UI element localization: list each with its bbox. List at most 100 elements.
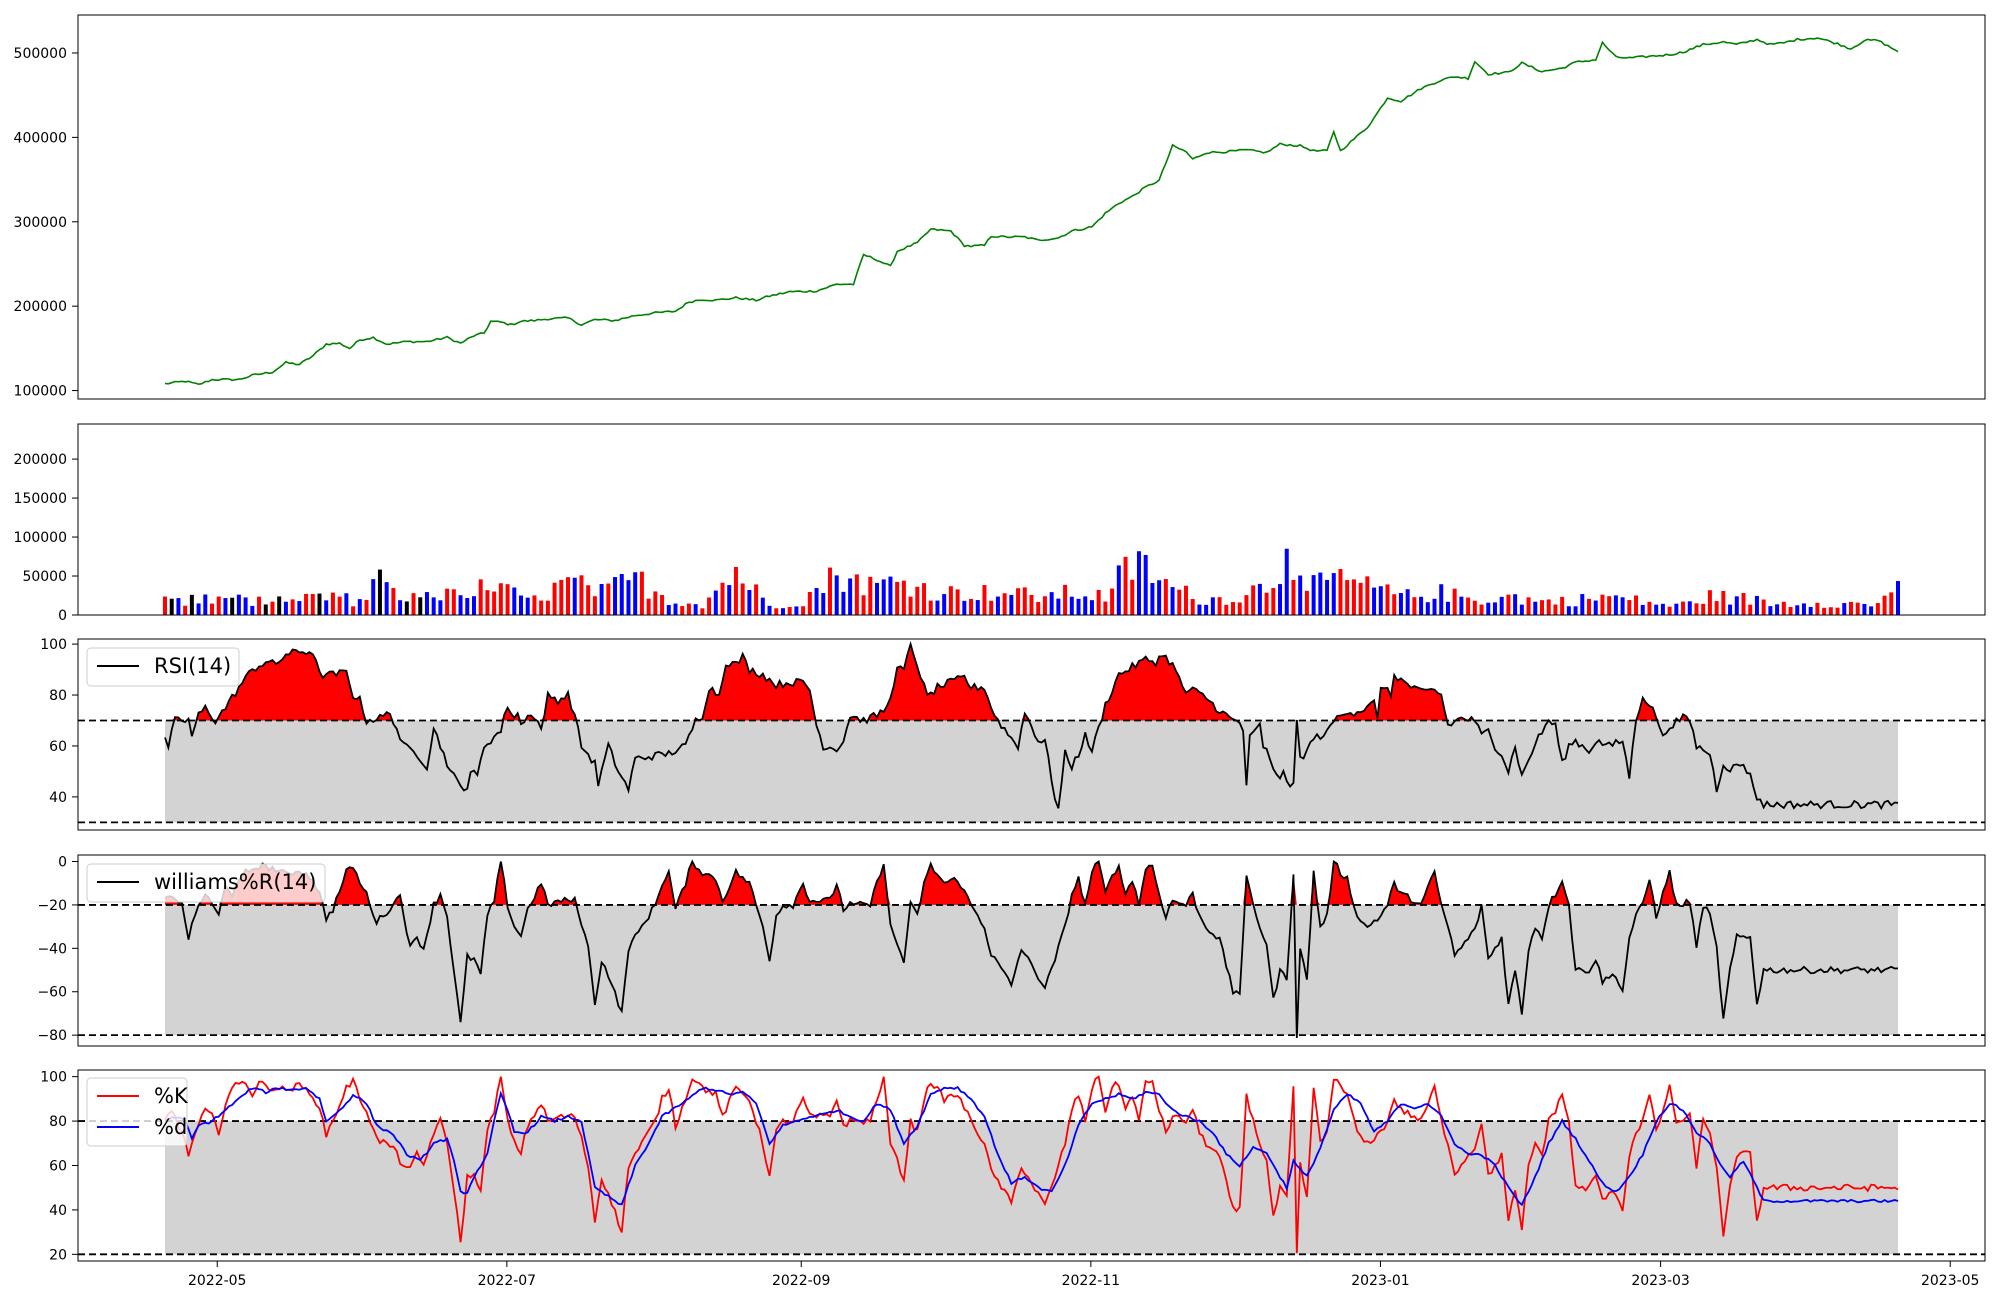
williams-ytick-label: −80: [37, 1028, 67, 1044]
volume-bar: [176, 598, 181, 615]
volume-bar: [330, 592, 335, 615]
volume-bar: [1553, 604, 1558, 615]
volume-bar: [297, 601, 302, 615]
volume-bar: [1177, 589, 1182, 615]
volume-bar: [1029, 594, 1034, 615]
volume-bar: [1741, 593, 1746, 615]
volume-bar: [1183, 585, 1188, 615]
volume-bar: [1190, 598, 1195, 615]
volume-bar: [948, 586, 953, 615]
volume-bar: [1143, 554, 1148, 615]
volume-bar: [203, 594, 208, 615]
volume-bar: [1056, 598, 1061, 615]
volume-bar: [1425, 602, 1430, 615]
volume-bar: [619, 574, 624, 615]
volume-bar: [1795, 605, 1800, 615]
volume-bar: [1392, 594, 1397, 615]
volume-bar: [1875, 603, 1880, 615]
volume-bar: [196, 603, 201, 615]
volume-bar: [760, 597, 765, 615]
volume-bar: [1083, 596, 1088, 615]
volume-bar: [639, 571, 644, 615]
volume-bar: [1707, 590, 1712, 615]
volume-bar: [566, 577, 571, 615]
x-tick-label: 2022-09: [772, 1273, 831, 1289]
volume-bar: [1163, 579, 1168, 615]
volume-bar: [216, 596, 221, 615]
volume-bar: [1459, 596, 1464, 615]
volume-bar: [1197, 604, 1202, 615]
volume-bar: [1170, 587, 1175, 615]
stochastic-ytick-label: 100: [40, 1070, 67, 1086]
equity-axes-frame: [77, 14, 1986, 400]
williams-legend: williams%R(14): [86, 863, 326, 903]
volume-bar: [532, 595, 537, 615]
volume-bar: [304, 593, 309, 615]
volume-bar: [1123, 556, 1128, 615]
volume-bar: [324, 600, 329, 615]
volume-bar: [1325, 579, 1330, 615]
volume-bar: [1593, 600, 1598, 615]
volume-bar: [545, 600, 550, 615]
volume-bar: [1721, 590, 1726, 615]
volume-bar: [1358, 582, 1363, 615]
volume-bar: [834, 575, 839, 615]
volume-plot-area: [163, 548, 1900, 615]
volume-bar: [1701, 603, 1706, 615]
volume-bar: [1587, 598, 1592, 615]
volume-bar: [1237, 602, 1242, 615]
volume-bar: [411, 593, 416, 615]
volume-bar: [1748, 604, 1753, 615]
volume-bar: [901, 580, 906, 615]
volume-bar: [1412, 597, 1417, 615]
volume-bar: [868, 576, 873, 615]
volume-bar: [1674, 603, 1679, 615]
volume-bar: [1042, 596, 1047, 615]
stochastic-panel: 20 40 60 80 100 %K %d: [40, 1069, 1986, 1263]
volume-bar: [895, 581, 900, 615]
volume-ytick-label: 0: [58, 608, 67, 624]
volume-bar: [243, 597, 248, 615]
volume-bar: [1862, 603, 1867, 615]
volume-bar: [163, 596, 167, 615]
volume-bar: [1016, 588, 1021, 615]
volume-bar: [1224, 604, 1229, 615]
williams-panel: −80 −60 −40 −20 0 williams%R(14): [37, 854, 1986, 1047]
volume-bar: [1298, 575, 1303, 615]
volume-bar: [821, 593, 826, 615]
rsi-ytick-label: 40: [49, 790, 67, 806]
volume-bar: [1613, 595, 1618, 615]
rsi-legend: RSI(14): [86, 647, 240, 687]
volume-bar: [599, 583, 604, 615]
volume-bar: [1540, 600, 1544, 615]
volume-bar: [424, 592, 429, 615]
equity-ytick-label: 500000: [14, 46, 67, 62]
volume-bar: [854, 574, 859, 615]
volume-bar: [1338, 569, 1343, 615]
x-tick-label: 2022-05: [188, 1273, 247, 1289]
date-x-axis: 2022-05 2022-07 2022-09 2022-11 2023-01 2023-…: [188, 1261, 1979, 1289]
rsi-ytick-label: 100: [40, 637, 67, 653]
volume-bar: [962, 600, 967, 615]
volume-bar: [693, 604, 698, 615]
volume-bar: [1754, 595, 1759, 615]
volume-bar: [1136, 551, 1141, 615]
volume-bar: [210, 603, 215, 615]
volume-bar: [1560, 596, 1565, 615]
volume-bar: [1264, 592, 1269, 615]
volume-bar: [1533, 601, 1538, 615]
volume-bar: [1116, 565, 1121, 615]
stochastic-series-line-2: [164, 1085, 1899, 1207]
stochastic-y-axis: 20 40 60 80 100: [40, 1070, 78, 1263]
volume-bar: [780, 608, 785, 615]
volume-bar: [512, 587, 517, 615]
volume-bar: [1526, 597, 1531, 615]
volume-bar: [445, 588, 450, 615]
volume-bar: [700, 608, 705, 615]
volume-bar: [989, 600, 994, 615]
volume-y-axis: 0 50000 100000 150000 200000: [14, 452, 78, 624]
volume-bar: [908, 596, 913, 615]
volume-bar: [592, 596, 597, 615]
williams-neutral-band: [165, 904, 1898, 1036]
